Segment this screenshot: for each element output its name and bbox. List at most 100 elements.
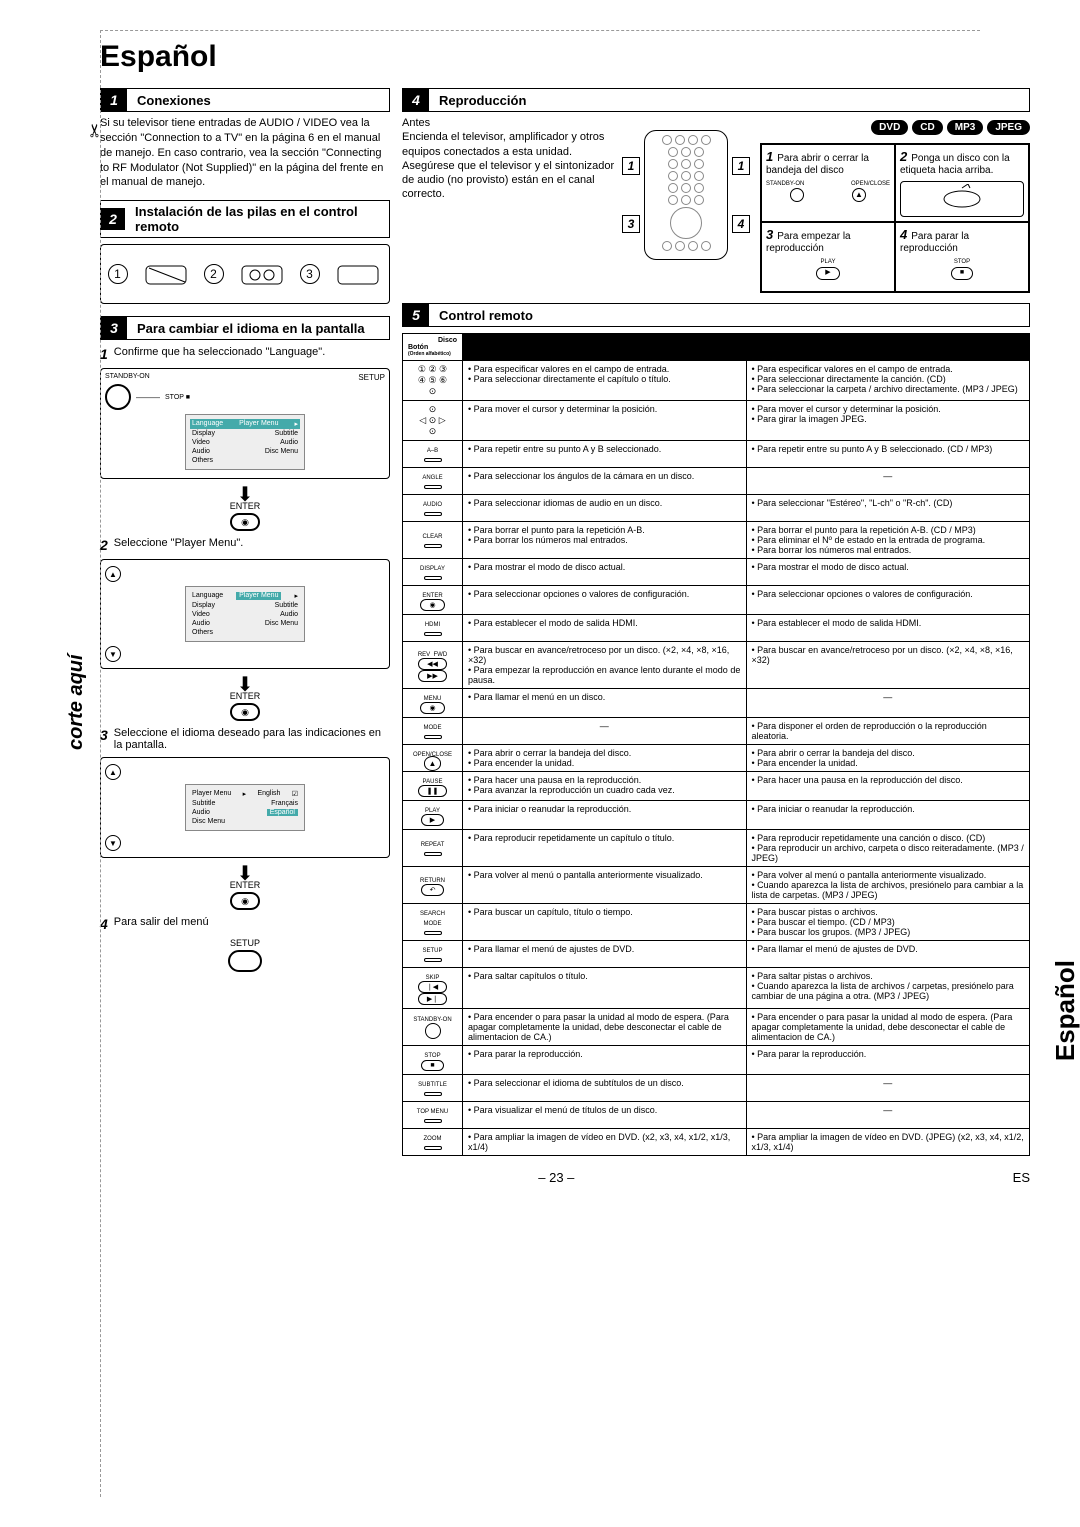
section-5-title: Control remoto [435,305,537,326]
section-5-head: 5 Control remoto [402,303,1030,327]
button-icon-cell: ⊙◁ ⊙ ▷⊙ [403,401,463,441]
right-column: 4 Reproducción Antes Encienda el televis… [402,88,1030,1156]
table-row: REPEATPara reproducir repetidamente un c… [403,830,1030,867]
button-icon-cell: MENU◉ [403,689,463,718]
dvd-cell: Para llamar el menú de ajustes de DVD. [463,941,747,968]
button-icon-cell: REV FWD◀◀ ▶▶ [403,642,463,689]
button-icon-cell: STOP■ [403,1046,463,1075]
playback-steps: 1Para abrir o cerrar la bandeja del disc… [760,143,1030,293]
dvd-cell: Para buscar un capítulo, título o tiempo… [463,904,747,941]
section-4-head: 4 Reproducción [402,88,1030,112]
section-1-title: Conexiones [133,90,215,111]
dvd-cell: Para mostrar el modo de disco actual. [463,559,747,586]
cd-cell: Para ampliar la imagen de vídeo en DVD. … [746,1129,1030,1156]
table-row: ① ② ③④ ⑤ ⑥⊙Para especificar valores en e… [403,361,1030,401]
table-row: AUDIOPara seleccionar idiomas de audio e… [403,495,1030,522]
button-icon-cell: DISPLAY [403,559,463,586]
dvd-cell: Para seleccionar opciones o valores de c… [463,586,747,615]
dvd-cell: Para seleccionar los ángulos de la cámar… [463,468,747,495]
dvd-cell: Para buscar en avance/retroceso por un d… [463,642,747,689]
button-icon-cell: ANGLE [403,468,463,495]
table-row: SETUPPara llamar el menú de ajustes de D… [403,941,1030,968]
cd-cell: — [746,689,1030,718]
table-row: A–BPara repetir entre su punto A y B sel… [403,441,1030,468]
cd-cell: Para establecer el modo de salida HDMI. [746,615,1030,642]
cd-cell: Para buscar pistas o archivos.Para busca… [746,904,1030,941]
table-row: ⊙◁ ⊙ ▷⊙Para mover el cursor y determinar… [403,401,1030,441]
dvd-cell: Para establecer el modo de salida HDMI. [463,615,747,642]
button-icon-cell: AUDIO [403,495,463,522]
remote-illustration [644,130,728,260]
table-row: CLEARPara borrar el punto para la repeti… [403,522,1030,559]
left-column: 1 Conexiones Si su televisor tiene entra… [100,88,390,1156]
dvd-cell: Para ampliar la imagen de vídeo en DVD. … [463,1129,747,1156]
dvd-cell: Para mover el cursor y determinar la pos… [463,401,747,441]
table-row: HDMIPara establecer el modo de salida HD… [403,615,1030,642]
cd-cell: — [746,1075,1030,1102]
table-row: ANGLEPara seleccionar los ángulos de la … [403,468,1030,495]
button-icon-cell: TOP MENU [403,1102,463,1129]
cd-cell: — [746,468,1030,495]
section-2-title: Instalación de las pilas en el control r… [131,201,389,237]
dvd-cell: Para borrar el punto para la repetición … [463,522,747,559]
button-icon-cell: PLAY▶ [403,801,463,830]
button-icon-cell: ZOOM [403,1129,463,1156]
section-1-head: 1 Conexiones [100,88,390,112]
language-tab: Español [1050,960,1080,1061]
cut-here-label: corte aquí [65,654,88,750]
button-icon-cell: HDMI [403,615,463,642]
cd-cell: Para buscar en avance/retroceso por un d… [746,642,1030,689]
section-2-head: 2 Instalación de las pilas en el control… [100,200,390,238]
button-icon-cell: ① ② ③④ ⑤ ⑥⊙ [403,361,463,401]
table-row: REV FWD◀◀ ▶▶Para buscar en avance/retroc… [403,642,1030,689]
page-title: Español [100,40,1030,74]
cd-cell: Para borrar el punto para la repetición … [746,522,1030,559]
s3-step3: Seleccione el idioma deseado para las in… [114,727,390,751]
button-icon-cell: REPEAT [403,830,463,867]
s3-step4: Para salir del menú [114,916,209,928]
step-circle-3: 3 [300,264,320,284]
cd-cell: Para encender o para pasar la unidad al … [746,1009,1030,1046]
cd-cell: Para disponer el orden de reproducción o… [746,718,1030,745]
section-1-body: Si su televisor tiene entradas de AUDIO … [100,116,390,190]
table-row: PAUSE❚❚Para hacer una pausa en la reprod… [403,772,1030,801]
table-row: ENTER◉Para seleccionar opciones o valore… [403,586,1030,615]
badge-jpeg: JPEG [987,120,1030,135]
dvd-cell: Para visualizar el menú de títulos de un… [463,1102,747,1129]
dvd-cell: Para especificar valores en el campo de … [463,361,747,401]
footer-code: ES [1013,1170,1030,1185]
cd-cell: — [746,1102,1030,1129]
table-row: SKIP❘◀ ▶❘Para saltar capítulos o título.… [403,968,1030,1009]
table-row: MENU◉Para llamar el menú en un disco.— [403,689,1030,718]
enter-indicator-3: ⬇ENTER ◉ [100,868,390,910]
dvd-cell: Para parar la reproducción. [463,1046,747,1075]
cd-cell: Para repetir entre su punto A y B selecc… [746,441,1030,468]
cd-cell: Para seleccionar "Estéreo", "L-ch" o "R-… [746,495,1030,522]
table-row: SUBTITLEPara seleccionar el idioma de su… [403,1075,1030,1102]
button-icon-cell: RETURN↶ [403,867,463,904]
dvd-cell: Para saltar capítulos o título. [463,968,747,1009]
table-row: TOP MENUPara visualizar el menú de títul… [403,1102,1030,1129]
button-icon-cell: MODE [403,718,463,745]
section-2-num: 2 [101,208,125,230]
battery-illustration: 1 2 3 [100,244,390,304]
table-row: PLAY▶ Para iniciar o reanudar la reproduc… [403,801,1030,830]
cd-cell: Para volver al menú o pantalla anteriorm… [746,867,1030,904]
button-icon-cell: CLEAR [403,522,463,559]
section-5-num: 5 [403,304,429,326]
page-number: – 23 – [538,1170,574,1185]
step-circle-1: 1 [108,264,128,284]
badge-cd: CD [912,120,942,135]
dvd-cell: Para repetir entre su punto A y B selecc… [463,441,747,468]
cd-cell: Para iniciar o reanudar la reproducción. [746,801,1030,830]
section-1-num: 1 [101,89,127,111]
button-icon-cell: ENTER◉ [403,586,463,615]
format-badges: DVD CD MP3 JPEG [760,120,1030,135]
button-icon-cell: SKIP❘◀ ▶❘ [403,968,463,1009]
cut-line-top [100,30,980,31]
table-row: DISPLAYPara mostrar el modo de disco act… [403,559,1030,586]
badge-dvd: DVD [871,120,908,135]
cd-cell: Para saltar pistas o archivos.Cuando apa… [746,968,1030,1009]
menu-illustration-2: ▲ LanguagePlayer Menu▸ DisplaySubtitle V… [100,559,390,669]
cd-cell: Para abrir o cerrar la bandeja del disco… [746,745,1030,772]
